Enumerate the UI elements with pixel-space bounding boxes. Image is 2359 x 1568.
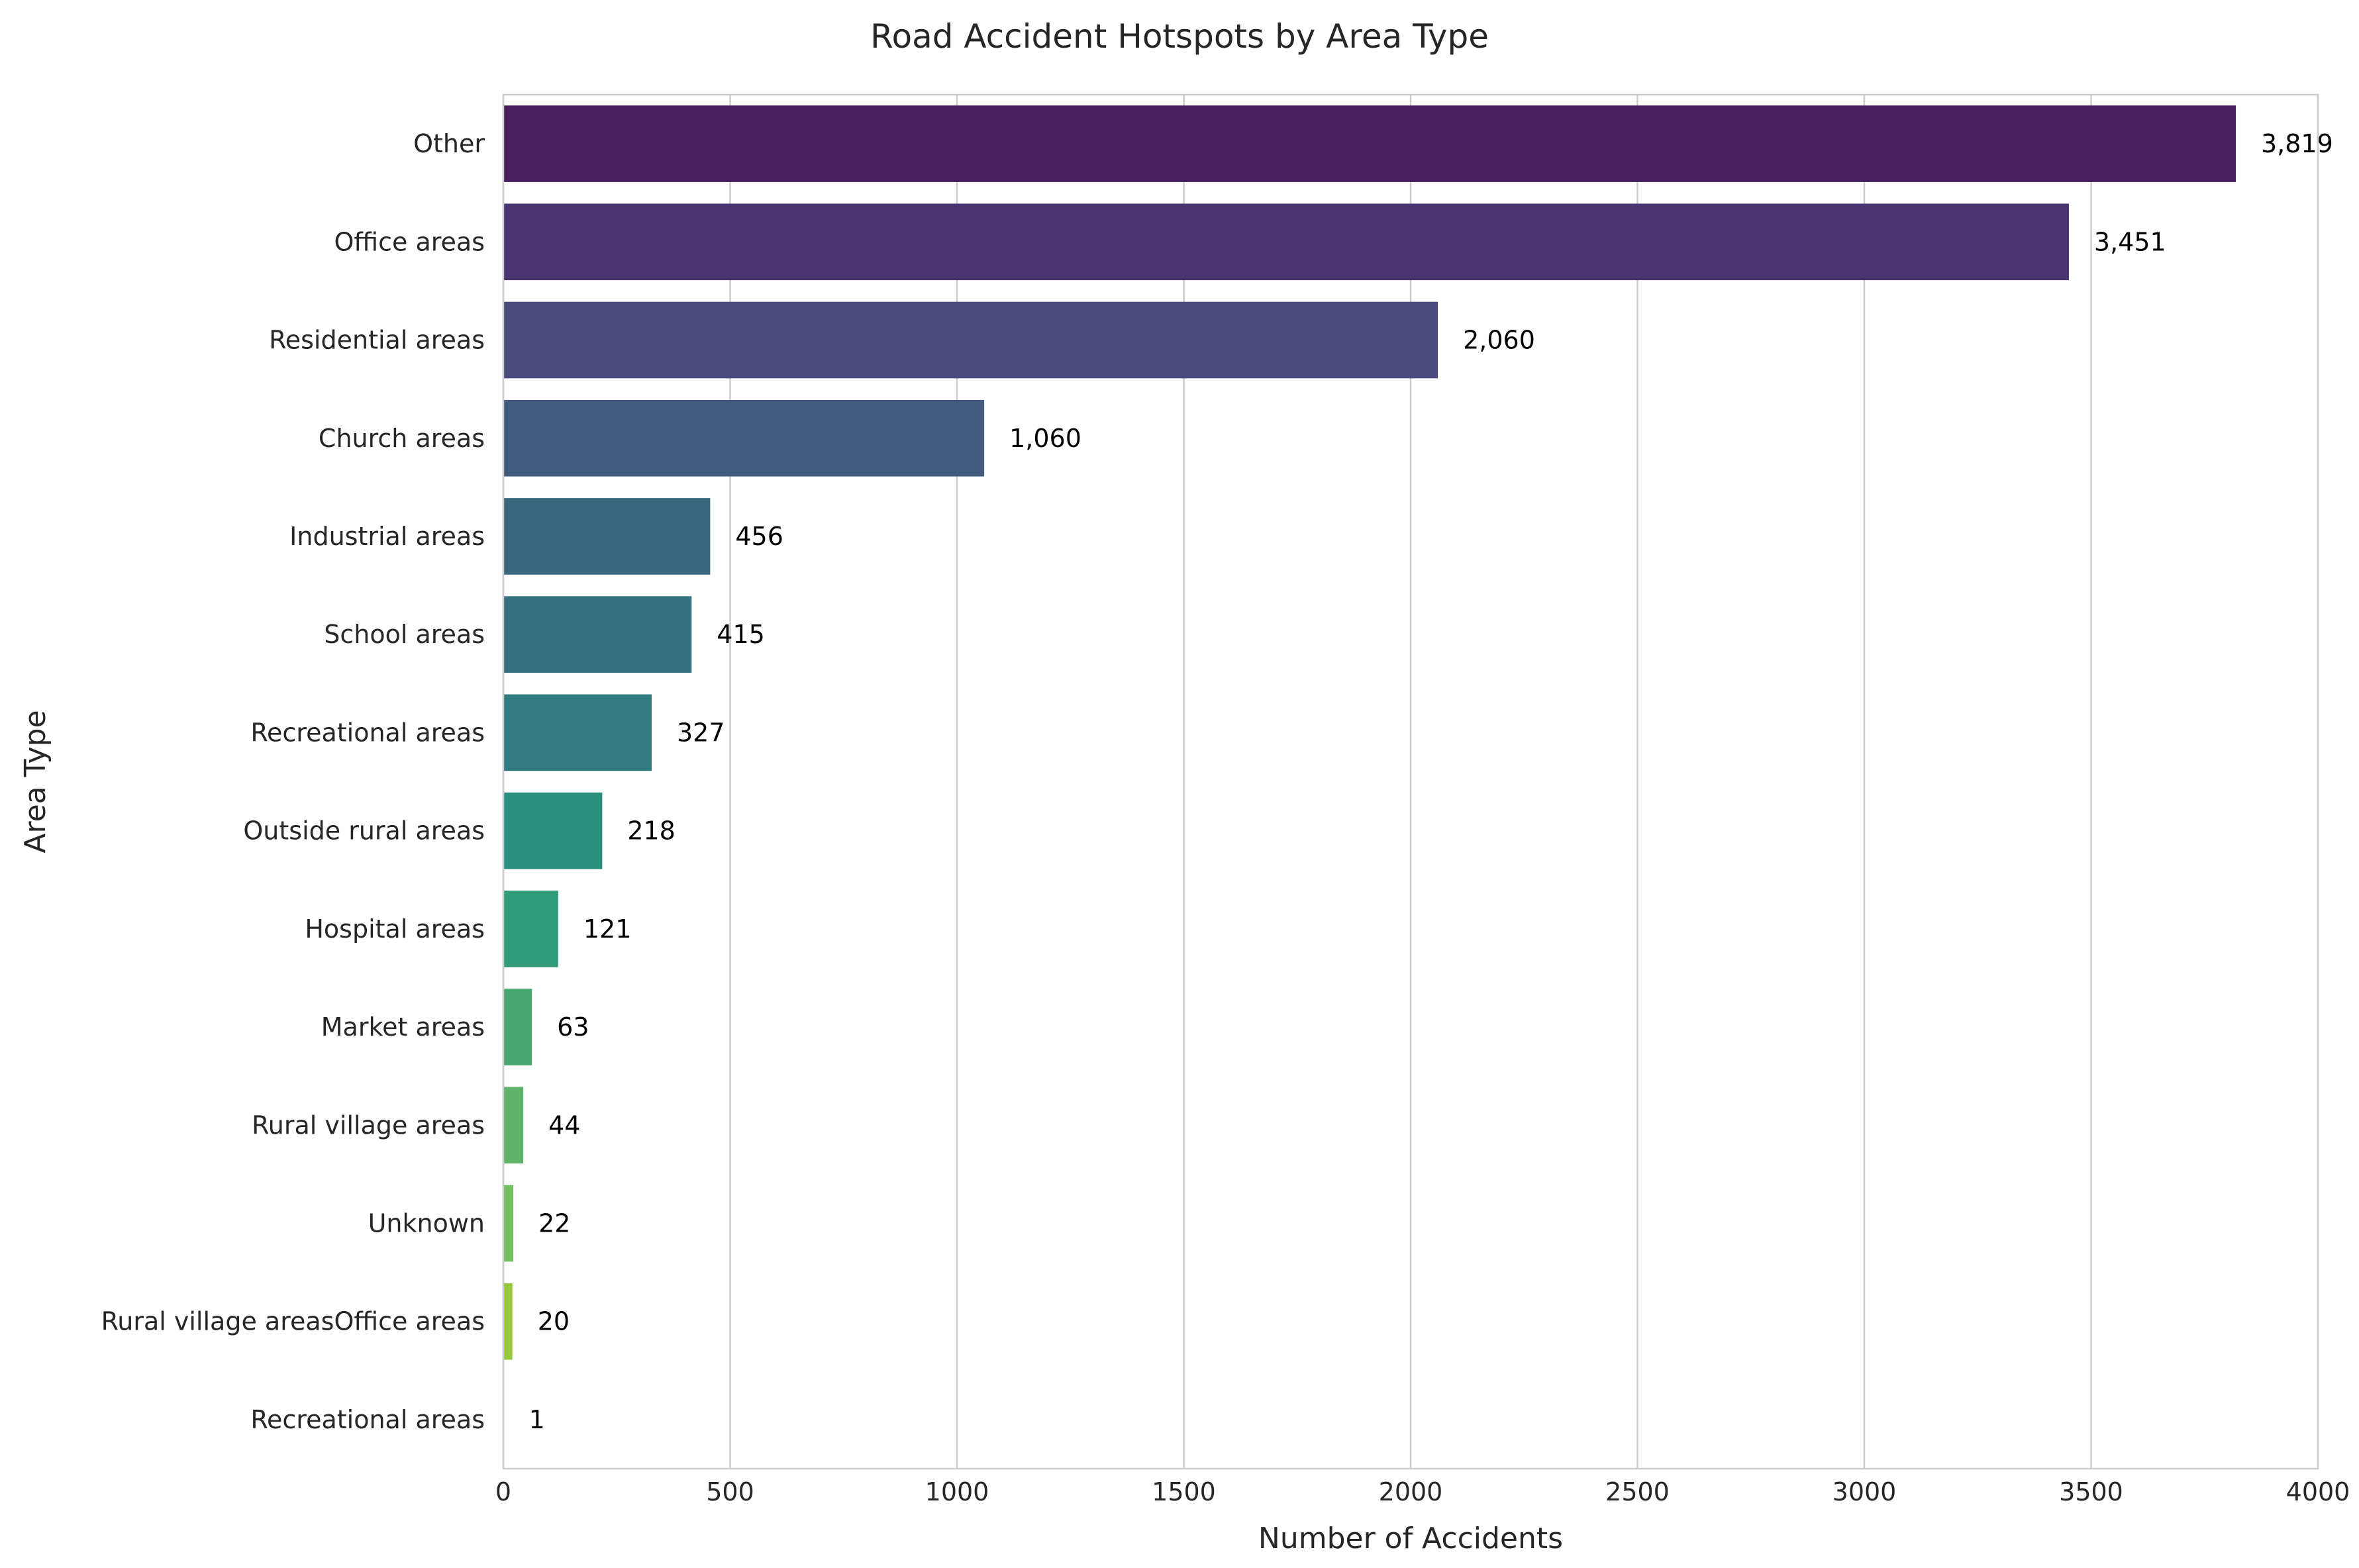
bar — [503, 203, 2069, 281]
bar-value-label: 456 — [735, 522, 783, 551]
bar-value-label: 327 — [677, 718, 725, 747]
bar-value-label: 44 — [548, 1110, 580, 1140]
value-labels: 3,819 3,451 2,060 1,060 456 415 327 218 121 63 44 2… — [529, 129, 2333, 1434]
bar — [503, 989, 532, 1065]
x-tick-label: 3000 — [1832, 1477, 1897, 1506]
bar-value-label: 3,451 — [2094, 227, 2166, 256]
x-tick-labels: 0 500 1000 1500 2000 2500 3000 3500 4000 — [495, 1477, 2350, 1506]
bar-value-label: 1 — [529, 1405, 545, 1434]
bars — [503, 105, 2236, 1458]
bar — [503, 498, 711, 575]
x-tick-label: 500 — [706, 1477, 754, 1506]
bar — [503, 301, 1438, 379]
bar — [503, 596, 692, 673]
y-tick-label: Industrial areas — [289, 522, 485, 551]
y-tick-label: Rural village areasOffice areas — [101, 1307, 485, 1336]
bar — [503, 792, 603, 869]
x-tick-label: 0 — [495, 1477, 511, 1506]
bar-value-label: 121 — [583, 914, 632, 944]
bar — [503, 105, 2236, 182]
y-tick-label: Unknown — [368, 1208, 485, 1238]
y-axis-label: Area Type — [19, 710, 52, 853]
bar — [503, 399, 985, 477]
y-tick-label: Market areas — [321, 1012, 485, 1042]
x-axis-label: Number of Accidents — [1258, 1522, 1563, 1555]
bar — [503, 694, 652, 771]
y-tick-label: Other — [413, 129, 485, 158]
x-tick-label: 1000 — [925, 1477, 989, 1506]
x-tick-label: 4000 — [2286, 1477, 2350, 1506]
bar-value-label: 22 — [538, 1208, 570, 1238]
x-tick-label: 3500 — [2059, 1477, 2123, 1506]
y-tick-label: School areas — [324, 620, 485, 649]
chart-title: Road Accident Hotspots by Area Type — [870, 17, 1489, 56]
y-tick-label: Rural village areas — [252, 1110, 485, 1140]
bar-value-label: 2,060 — [1463, 326, 1535, 355]
bar-value-label: 3,819 — [2261, 129, 2333, 158]
y-tick-label: Outside rural areas — [243, 816, 485, 846]
x-tick-label: 2000 — [1379, 1477, 1443, 1506]
x-tick-label: 2500 — [1605, 1477, 1670, 1506]
bar-value-label: 218 — [627, 816, 676, 846]
x-tick-label: 1500 — [1152, 1477, 1216, 1506]
bar-value-label: 415 — [717, 620, 765, 649]
bar-value-label: 20 — [538, 1307, 570, 1336]
bar — [503, 1185, 514, 1262]
y-tick-label: Residential areas — [269, 326, 485, 355]
bar — [503, 1283, 513, 1360]
bar-value-label: 1,060 — [1009, 424, 1081, 453]
bar — [503, 891, 558, 967]
bar — [503, 1087, 524, 1164]
y-tick-label: Office areas — [334, 227, 485, 256]
plot-frame — [502, 93, 2319, 1470]
y-tick-labels: Other Office areas Residential areas Church… — [101, 129, 485, 1434]
y-tick-label: Recreational areas — [250, 718, 485, 747]
y-tick-label: Recreational areas — [250, 1405, 485, 1434]
y-tick-label: Hospital areas — [305, 914, 485, 944]
grid-lines — [502, 95, 2319, 1469]
bar-value-label: 63 — [557, 1012, 589, 1042]
y-tick-label: Church areas — [319, 424, 485, 453]
